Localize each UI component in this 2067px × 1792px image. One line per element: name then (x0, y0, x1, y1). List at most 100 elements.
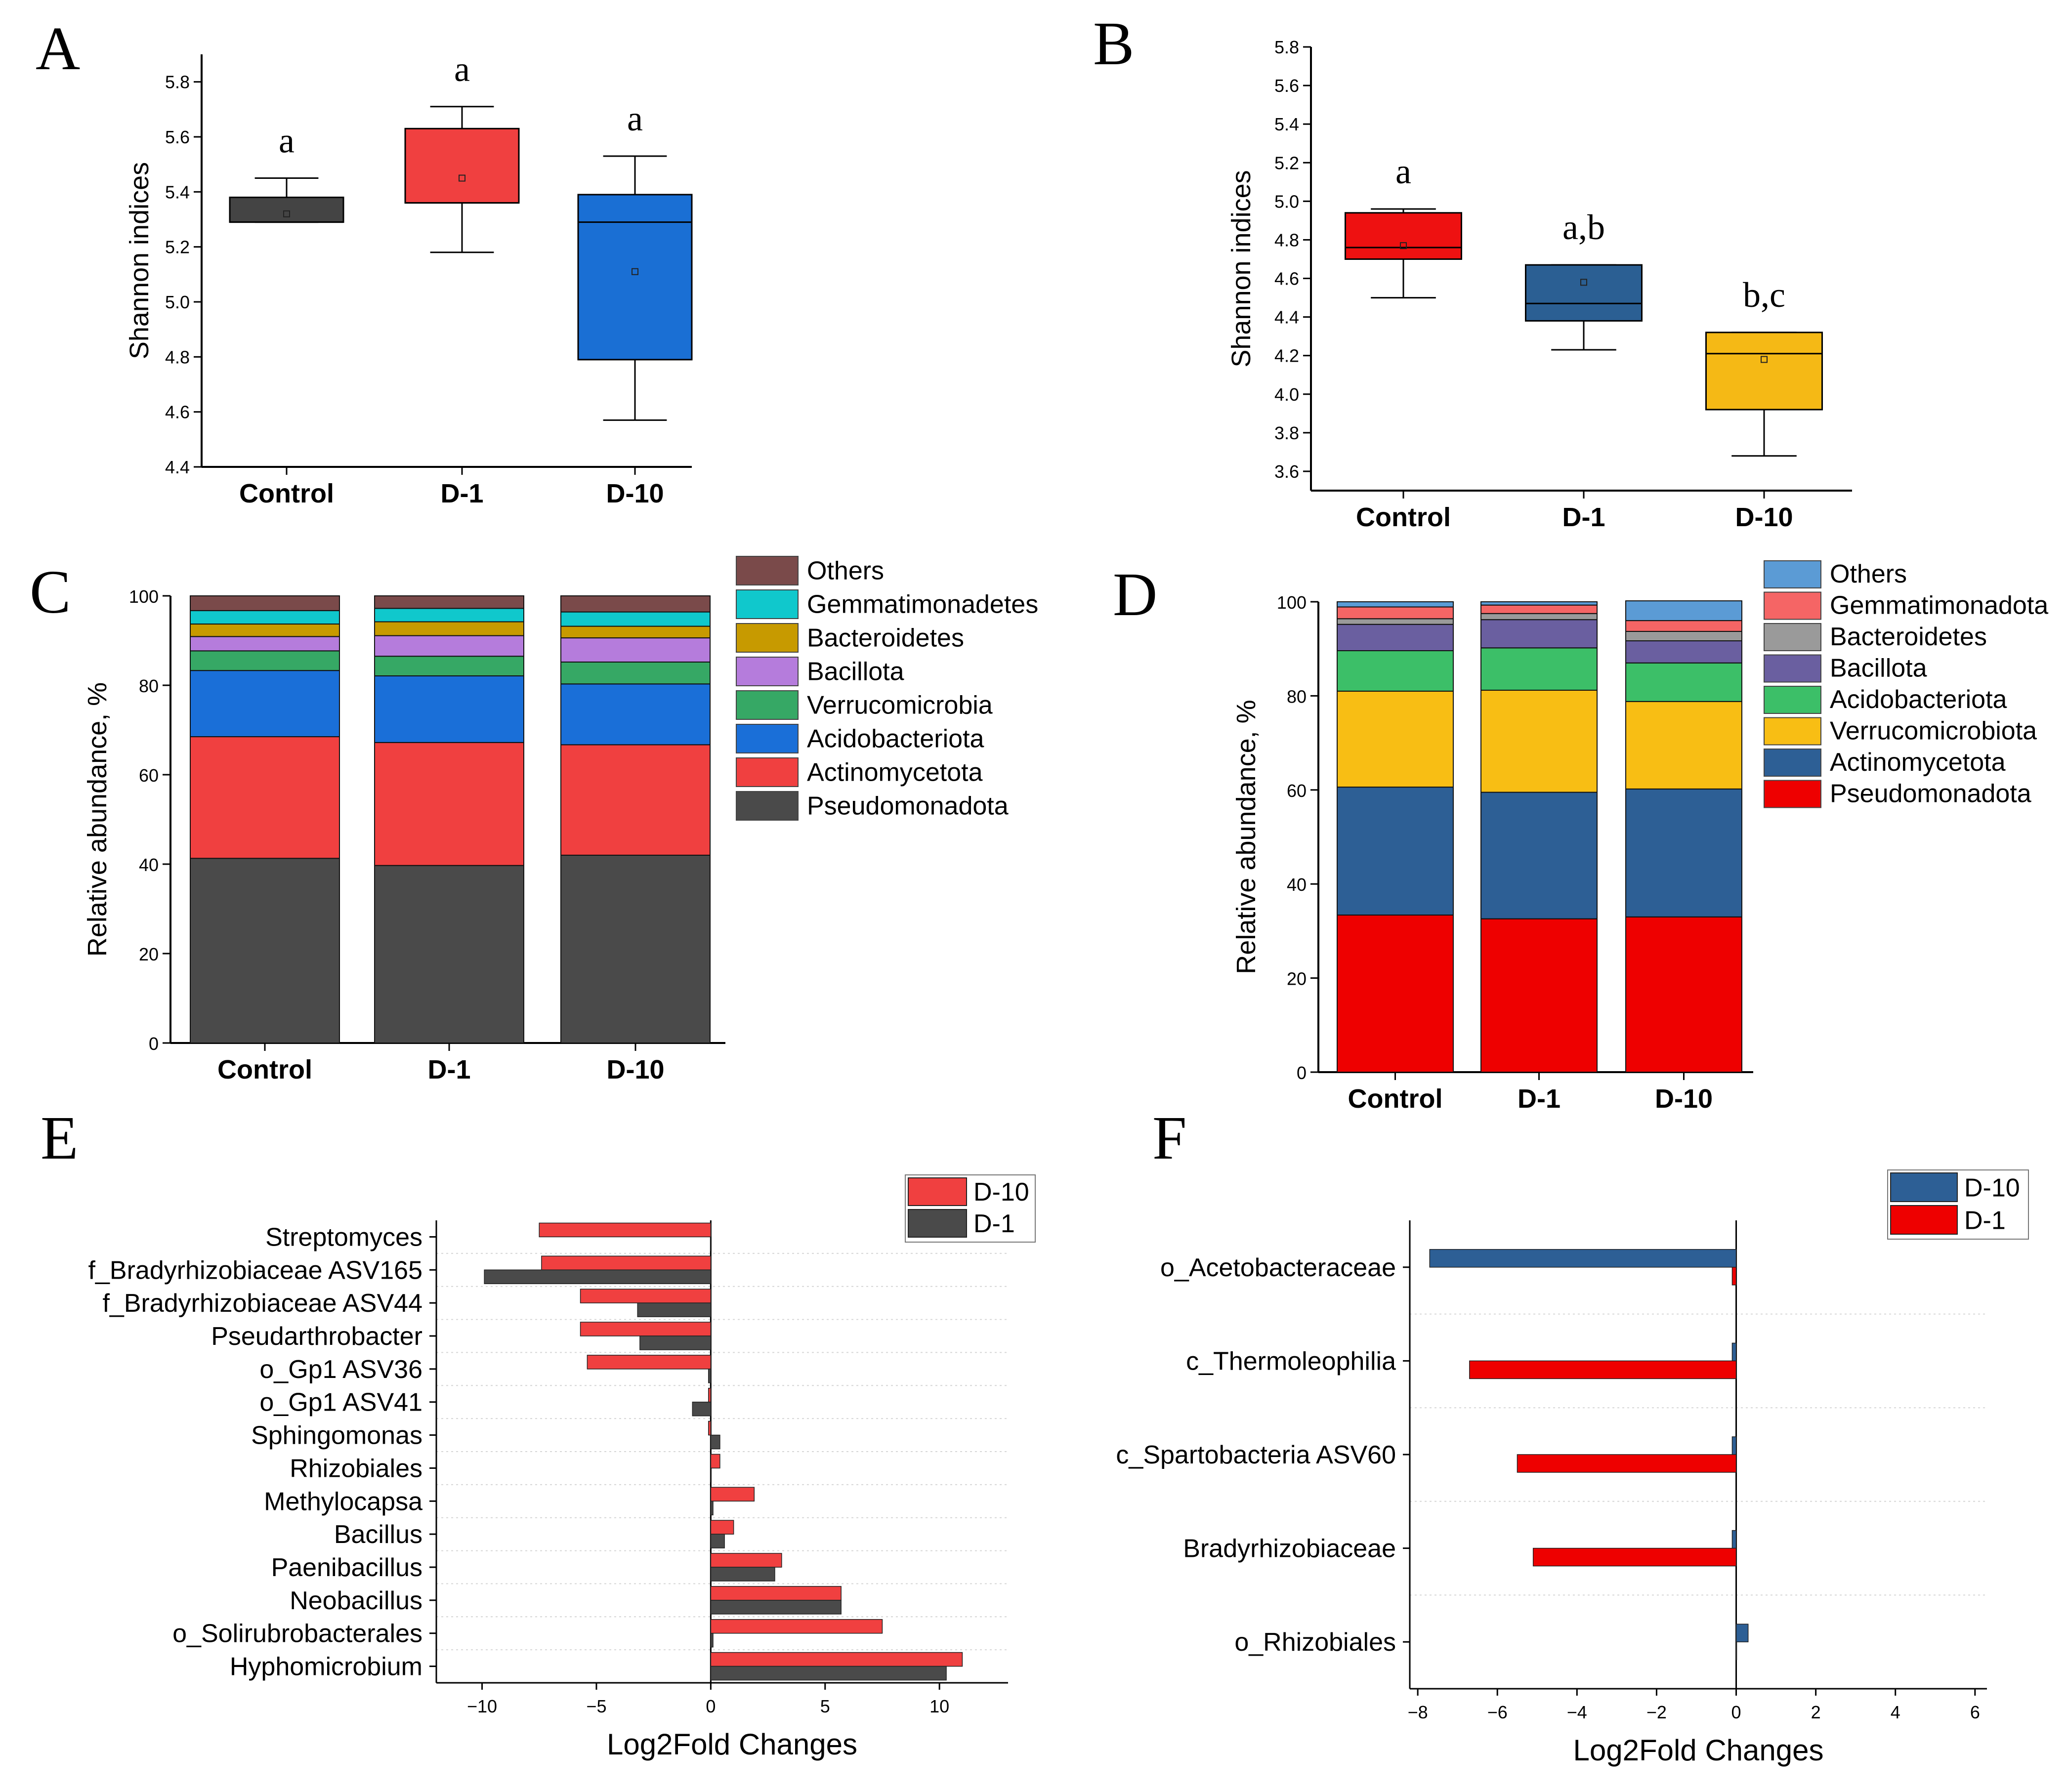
bar-segment (374, 621, 524, 636)
y-tick-label: 4.4 (1274, 307, 1299, 328)
x-tick-label: −10 (467, 1696, 497, 1716)
bar (710, 1553, 782, 1568)
bar (710, 1666, 947, 1681)
legend-label: Gemmatimonadota (1830, 591, 2048, 620)
legend-swatch (1764, 780, 1821, 808)
panel-d: D 0 20 40 60 80 100 Relative abundance, % Contro… (1113, 560, 2048, 1114)
legend-swatch (736, 724, 799, 753)
legend-swatch (908, 1209, 967, 1238)
bar-segment (560, 661, 711, 685)
bar (710, 1632, 714, 1648)
bar (708, 1369, 712, 1383)
bar (639, 1335, 712, 1350)
y-tick-label: o_Gp1 ASV36 (259, 1355, 422, 1384)
bar (710, 1600, 842, 1615)
legend-label: Pseudomonadota (807, 792, 1009, 820)
legend-label: Actinomycetota (1830, 748, 2006, 777)
legend-swatch (736, 556, 799, 585)
y-tick-label: 0 (1297, 1063, 1307, 1083)
bar-segment (1337, 618, 1454, 625)
legend-swatch (1764, 654, 1821, 683)
significance-label: a (627, 99, 643, 138)
bar-segment (1625, 701, 1742, 790)
bar (541, 1255, 712, 1271)
bar-segment (1480, 619, 1598, 649)
panel-letter: A (36, 15, 80, 83)
legend-label: Others (807, 556, 884, 585)
y-tick-label: 4.0 (1274, 384, 1299, 405)
legend-label: Others (1830, 560, 1907, 588)
panel-letter: B (1093, 10, 1134, 78)
box (1705, 332, 1823, 411)
y-tick-label: 4.6 (1274, 269, 1299, 289)
y-tick-label: 100 (129, 586, 159, 607)
bar-segment (190, 736, 340, 859)
y-tick-label: 3.8 (1274, 423, 1299, 443)
legend-label: Acidobacteriota (807, 724, 984, 753)
x-tick-label: 6 (1970, 1702, 1980, 1722)
bar-segment (374, 635, 524, 657)
y-tick-label: 4.8 (165, 347, 190, 367)
bar (710, 1434, 720, 1450)
bar-segment (1625, 620, 1742, 632)
y-tick-label: Sphingomonas (251, 1421, 422, 1450)
bar (1731, 1342, 1737, 1362)
bar (710, 1520, 734, 1535)
bar-segment (1337, 650, 1454, 692)
y-tick-label: 5.0 (165, 292, 190, 312)
bar (710, 1567, 775, 1582)
y-tick-label: 60 (139, 765, 159, 786)
x-tick-label: 0 (1731, 1702, 1741, 1722)
y-tick-label: 5.2 (165, 237, 190, 257)
mean-marker (1580, 279, 1587, 286)
bar-segment (560, 744, 711, 856)
bar (1469, 1360, 1737, 1379)
significance-label: a (279, 121, 295, 161)
bar-segment (1337, 601, 1454, 608)
bar-segment (1337, 690, 1454, 788)
mean-marker (283, 210, 290, 217)
bar (1735, 1641, 1737, 1660)
y-tick-label: 5.2 (1274, 153, 1299, 173)
y-tick-label: f_Bradyrhizobiaceae ASV44 (102, 1289, 422, 1318)
y-tick-label: o_Gp1 ASV41 (259, 1388, 422, 1417)
y-tick-label: 3.6 (1274, 461, 1299, 482)
y-tick-label: 40 (139, 855, 159, 875)
bar-segment (190, 610, 340, 625)
legend-swatch (736, 690, 799, 720)
legend-swatch (1890, 1205, 1958, 1235)
legend-swatch (736, 757, 799, 787)
box (1525, 264, 1643, 322)
bar-segment (1625, 640, 1742, 664)
legend-label: Pseudomonadota (1830, 780, 2031, 808)
legend-swatch (1764, 591, 1821, 620)
bar-segment (560, 683, 711, 746)
bar (710, 1652, 963, 1667)
y-tick-label: 5.6 (1274, 76, 1299, 96)
bar (710, 1586, 842, 1601)
bar-segment (560, 854, 711, 1044)
x-tick-label: 2 (1811, 1702, 1821, 1722)
panel-b: B 3.6 3.8 4.0 4.2 4.4 4.6 4.8 5.0 5.2 5.4 5.6 5.8 Sha… (1093, 10, 1852, 532)
bar-segment (1337, 624, 1454, 652)
y-tick-label: Methylocapsa (264, 1487, 422, 1516)
x-tick-label: D-1 (1518, 1084, 1561, 1114)
mean-marker (1400, 242, 1407, 250)
y-tick-label: Streptomyces (265, 1223, 422, 1251)
legend-label: Actinomycetota (807, 758, 983, 787)
x-tick-label: D-10 (606, 1055, 664, 1084)
y-tick-label: c_Spartobacteria ASV60 (1116, 1441, 1396, 1469)
bar-segment (1480, 604, 1598, 614)
x-tick-label: −6 (1487, 1702, 1508, 1722)
bar (708, 1420, 712, 1436)
bar-segment (374, 675, 524, 743)
y-axis-label: Shannon indices (1226, 170, 1256, 367)
bar-segment (1625, 788, 1742, 917)
panel-letter: D (1113, 561, 1157, 629)
y-tick-label: 5.8 (1274, 37, 1299, 57)
bar (710, 1619, 883, 1634)
y-axis-label: Shannon indices (125, 162, 154, 359)
y-tick-label: 4.6 (165, 402, 190, 422)
bar-segment (560, 595, 711, 613)
